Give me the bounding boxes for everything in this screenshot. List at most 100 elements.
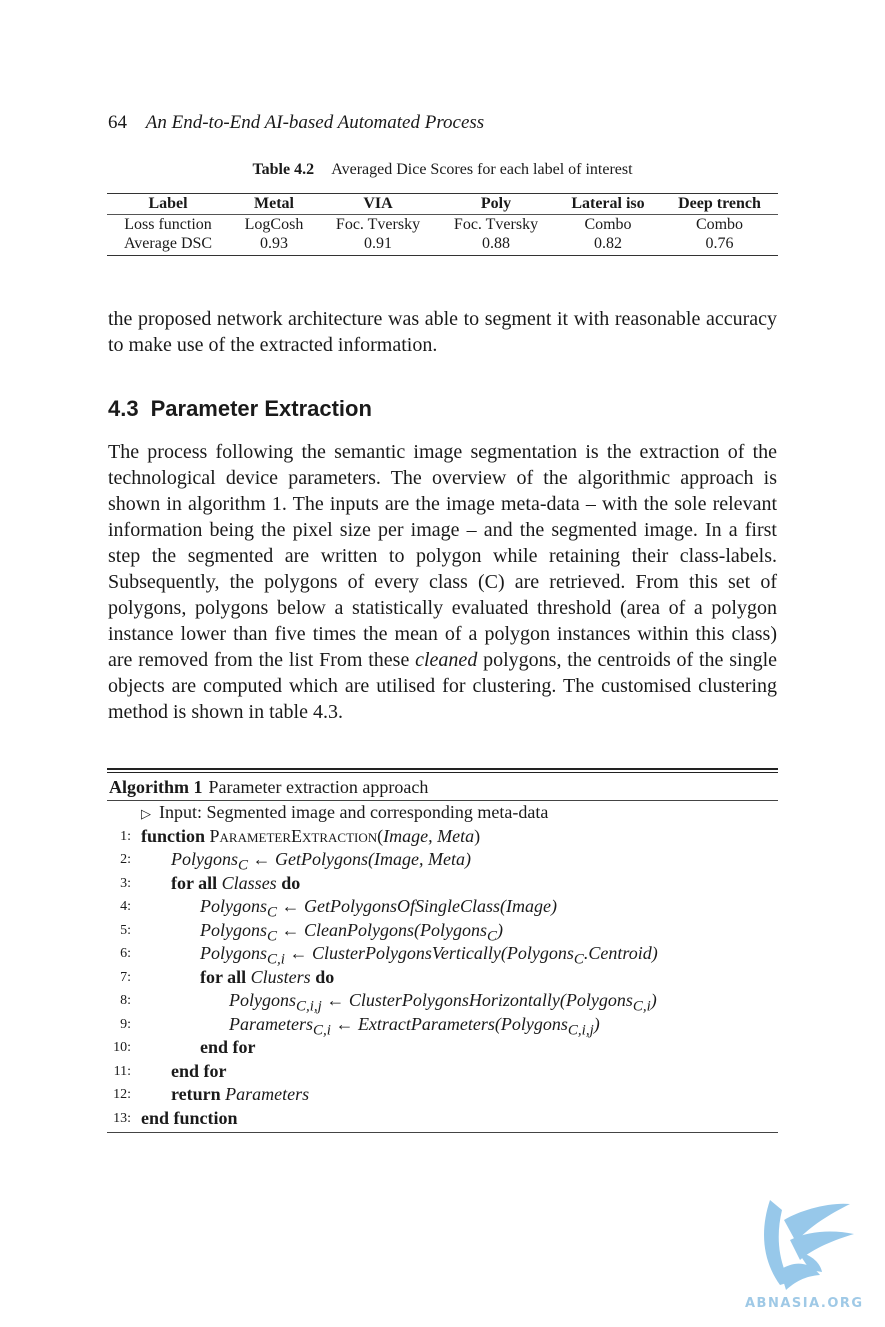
bird-logo-icon [764,1200,854,1290]
code-text: ← [330,1013,358,1034]
column-header: Label [107,193,229,215]
table-caption-label: Table 4.2 [252,161,315,178]
algorithm-label: Algorithm 1 [109,777,203,797]
line-number: 2: [120,852,131,867]
algorithm-block: Algorithm 1 Parameter extraction approach… [107,768,778,1133]
keyword: end for [200,1037,256,1057]
keyword: do [281,872,301,893]
math-text: Polygons [200,943,267,963]
section-title: Parameter Extraction [150,396,372,421]
table-cell: Loss function [124,216,212,233]
rule [107,1132,778,1133]
function-name: ParameterExtraction [209,825,378,846]
algorithm-line: 1: function ParameterExtraction(Image, M… [107,825,778,849]
keyword: end function [141,1107,238,1128]
line-number: 10: [113,1040,131,1055]
table-cell: 0.88 [437,234,555,256]
code-text: ← [248,849,276,869]
column-header: Lateral iso [555,193,661,215]
book-title: An End-to-End AI-based Automated Process [145,112,485,133]
table-cell: 0.76 [661,234,778,256]
subscript: C,i [313,1022,331,1039]
table-row: Loss function LogCosh Foc. Tversky Foc. … [107,215,778,235]
code-text: ) [474,825,481,846]
algorithm-title: Parameter extraction approach [208,777,429,797]
algorithm-line: 4: PolygonsC ← GetPolygonsOfSingleClass(… [107,895,778,921]
line-number: 9: [120,1016,131,1032]
math-text: CleanPolygons(Polygons [304,919,487,940]
keyword: return [171,1084,221,1104]
algorithm-line: 12: return Parameters [107,1083,778,1107]
line-number: 13: [113,1110,131,1126]
table-cell: Foc. Tversky [335,216,421,233]
page-number: 64 [108,112,127,133]
algorithm-line: 3: for all Classes do [107,872,778,896]
math-text: Polygons [171,849,238,869]
table-caption-text: Averaged Dice Scores for each label of i… [331,161,633,178]
math-text: ClusterPolygonsHorizontally(Polygons [348,990,633,1010]
subscript: C [267,904,278,921]
table-cell: Foc. Tversky [453,216,539,233]
algorithm-line: 9: ParametersC,i ← ExtractParameters(Pol… [107,1013,778,1039]
emphasis-text: cleaned [415,649,478,671]
comment-text: Input: Segmented image and corresponding… [159,802,549,822]
code-text: ( [377,825,384,846]
subscript: C,i,j [296,998,322,1015]
subscript: C,i,j [567,1022,594,1039]
algorithm-line: 10: end for [107,1036,778,1060]
table-cell: 0.91 [319,234,437,256]
line-number: 4: [120,899,131,914]
comment-triangle-icon: ▷ [141,806,151,821]
table-cell: 0.93 [229,234,319,256]
line-number: 3: [120,875,131,891]
paragraph-text: The process following the semantic image… [108,441,777,671]
algorithm-line: 6: PolygonsC,i ← ClusterPolygonsVertical… [107,942,778,968]
line-number: 7: [120,969,131,985]
math-text: ) [650,990,657,1010]
subscript: C,i [267,951,285,968]
table-header-row: Label Metal VIA Poly Lateral iso Deep tr… [107,193,778,215]
watermark-text: ABNASIA.ORG [745,1296,864,1311]
math-text: .Centroid) [583,943,658,963]
math-text: Polygons [200,919,267,940]
math-text: Clusters [250,966,311,987]
algorithm-caption: Algorithm 1 Parameter extraction approach [107,773,778,800]
math-text: ClusterPolygonsVertically(Polygons [311,943,574,963]
dice-score-table: Label Metal VIA Poly Lateral iso Deep tr… [107,193,778,256]
keyword: for all [200,966,247,987]
code-text: ← [277,896,305,916]
subscript: C [267,928,278,945]
math-text: Classes [221,872,277,893]
keyword: do [315,966,335,987]
table-cell: Average DSC [107,234,229,256]
line-number: 8: [120,993,131,1008]
rule [107,772,778,773]
table-cell: Combo [584,216,632,233]
rule [107,800,778,801]
subscript: C [238,857,249,874]
keyword: function [141,825,206,846]
table-row: Average DSC 0.93 0.91 0.88 0.82 0.76 [107,234,778,256]
running-header: 64 An End-to-End AI-based Automated Proc… [108,112,484,134]
math-text: GetPolygons(Image, Meta) [275,849,471,869]
line-number: 11: [113,1063,131,1079]
keyword: for all [171,872,218,893]
column-header: VIA [319,193,437,215]
column-header: Metal [229,193,319,215]
algorithm-line: 5: PolygonsC ← CleanPolygons(PolygonsC) [107,919,778,945]
column-header: Deep trench [661,193,778,215]
paragraph: the proposed network architecture was ab… [108,308,777,356]
math-text: ) [593,1013,600,1034]
line-number: 6: [120,946,131,961]
code-text: ← [277,919,305,940]
code-text: ← [284,943,312,963]
algorithm-line: 13: end function [107,1107,778,1131]
subscript: C,i [632,998,651,1015]
algorithm-line: 2: PolygonsC ← GetPolygons(Image, Meta) [107,848,778,874]
algorithm-line: 7: for all Clusters do [107,966,778,990]
math-text: Parameters [225,1084,310,1104]
math-text: Image, Meta [383,825,475,846]
math-text: Polygons [229,990,296,1010]
math-text: ExtractParameters(Polygons [357,1013,568,1034]
section-number: 4.3 [108,396,139,421]
